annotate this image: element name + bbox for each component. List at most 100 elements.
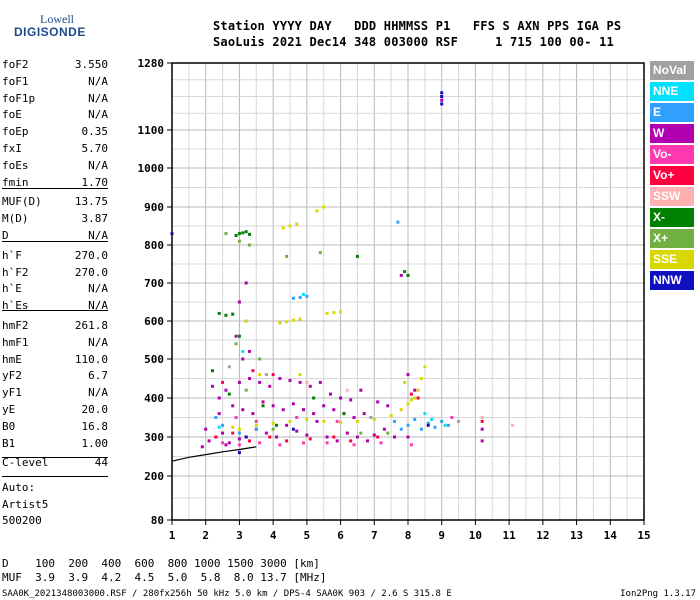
echo-point — [237, 427, 241, 431]
echo-point — [261, 404, 265, 408]
echo-point — [315, 209, 319, 213]
echo-point — [285, 320, 289, 324]
logo-digisonde: DIGISONDE — [14, 25, 86, 39]
echo-point — [349, 439, 353, 443]
echo-point — [440, 91, 444, 95]
param-value: 1.00 — [81, 436, 109, 450]
echo-point — [221, 431, 225, 435]
echo-point — [298, 373, 302, 377]
echo-point — [268, 384, 272, 388]
param-name: MUF(D) — [2, 195, 42, 209]
echo-point — [248, 349, 252, 353]
echo-point — [248, 377, 252, 380]
param-row: h`F 270.0 — [2, 249, 108, 265]
echo-point — [237, 443, 241, 447]
echo-point — [237, 232, 241, 236]
y-tick-label: 80 — [151, 514, 164, 527]
echo-point — [393, 435, 397, 439]
echo-point — [372, 417, 376, 421]
echo-point — [244, 230, 248, 234]
echo-point — [480, 439, 484, 443]
legend-item: NoVal — [650, 61, 694, 80]
echo-point — [440, 102, 444, 106]
y-tick-label: 500 — [144, 353, 164, 366]
echo-point — [480, 419, 484, 423]
echo-point — [231, 404, 235, 408]
echo-point — [251, 369, 255, 373]
echo-point — [345, 388, 349, 392]
echo-point — [332, 408, 336, 412]
param-separator — [2, 188, 108, 189]
echo-point — [308, 384, 312, 388]
d-row: D 100 200 400 600 800 1000 1500 3000 [km… — [2, 557, 320, 570]
muf-row: MUF 3.9 3.9 4.2 4.5 5.0 5.8 8.0 13.7 [MH… — [2, 571, 327, 584]
param-row: B0 16.8 — [2, 420, 108, 436]
y-tick-label: 600 — [144, 315, 164, 328]
param-row: D N/A — [2, 229, 108, 245]
echo-point — [301, 292, 305, 296]
echo-point — [261, 400, 265, 404]
x-tick-label: 14 — [604, 529, 618, 542]
echo-point — [231, 312, 235, 316]
echo-point — [322, 419, 326, 423]
echo-point — [345, 431, 349, 435]
x-tick-label: 8 — [405, 529, 412, 542]
logo-lowell: Lowell — [40, 12, 74, 26]
echo-point — [480, 427, 484, 431]
echo-point — [278, 443, 282, 447]
echo-point — [335, 419, 339, 423]
echo-point — [224, 232, 228, 236]
echo-point — [214, 416, 218, 419]
echo-point — [295, 222, 299, 226]
echo-point — [298, 380, 302, 384]
param-row: foF1 N/A — [2, 75, 108, 91]
echo-point — [419, 377, 423, 380]
echo-point — [224, 313, 228, 317]
echo-point — [406, 435, 410, 439]
auto-label: Auto: — [2, 481, 36, 494]
echo-point — [426, 423, 430, 427]
param-name: hmF1 — [2, 335, 29, 349]
echo-point — [339, 420, 343, 424]
param-name: h`Es — [2, 299, 29, 313]
echo-point — [271, 404, 275, 408]
echo-point — [393, 419, 397, 423]
param-name: fxI — [2, 142, 22, 155]
echo-point — [403, 270, 407, 274]
param-row: fmin 1.70 — [2, 176, 108, 192]
echo-point — [170, 232, 174, 236]
echo-point — [440, 419, 444, 423]
legend-item: NNE — [650, 82, 694, 101]
echo-point — [254, 423, 258, 427]
legend-item: SSW — [650, 187, 694, 206]
echo-point — [399, 273, 403, 277]
param-row: foEp 0.35 — [2, 125, 108, 141]
echo-point — [291, 427, 295, 431]
param-name: fmin — [2, 175, 29, 189]
param-value: N/A — [88, 282, 108, 296]
echo-point — [372, 433, 376, 437]
param-name: h`E — [2, 282, 22, 296]
header-values: SaoLuis 2021 Dec14 348 003000 RSF 1 715 … — [213, 35, 614, 49]
param-name: M(D) — [2, 212, 29, 226]
param-name: C-level — [2, 456, 49, 470]
echo-point — [237, 437, 241, 441]
echo-point — [288, 224, 292, 228]
y-tick-label: 800 — [144, 239, 164, 252]
echo-point — [315, 419, 319, 423]
auto-code: 500200 — [2, 514, 42, 527]
param-row: B1 1.00 — [2, 437, 108, 453]
echo-point — [281, 226, 285, 230]
footer-file-info: SAA0K_2021348003000.RSF / 280fx256h 50 k… — [2, 589, 452, 599]
echo-point — [285, 254, 289, 258]
echo-point — [237, 451, 241, 455]
param-name: hmE — [2, 352, 22, 366]
echo-point — [264, 431, 268, 435]
param-name: yF1 — [2, 386, 22, 400]
y-tick-label: 1100 — [138, 124, 165, 137]
echo-point — [406, 402, 410, 406]
echo-point — [419, 427, 423, 431]
param-row: h`Es N/A — [2, 299, 108, 315]
param-row: h`E N/A — [2, 282, 108, 298]
param-value: N/A — [88, 335, 108, 349]
